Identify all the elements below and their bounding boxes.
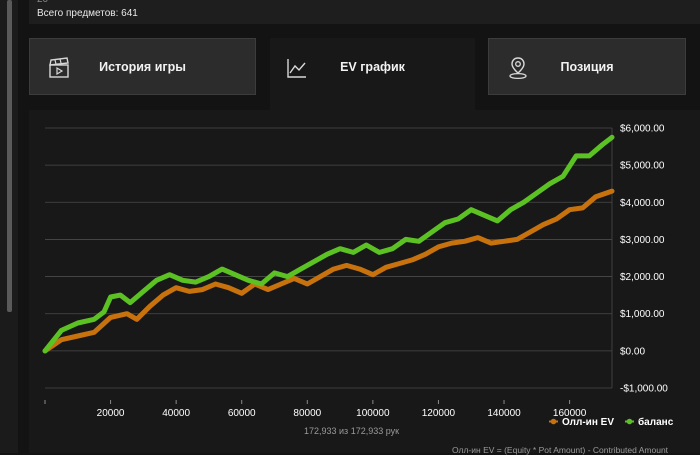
x-tick-label: 20000: [97, 408, 125, 419]
y-tick-label: -$1,000.00: [620, 384, 668, 395]
grid-lines: [45, 127, 613, 389]
ev-chart-panel: -$1,000.00 $0.00 $1,000.00 $2,000.00 $3,000.…: [29, 110, 700, 453]
cut-cell: 20: [37, 0, 48, 5]
x-tick-label: 100000: [356, 408, 390, 419]
line-chart-icon: [287, 59, 306, 78]
clapperboard-icon: [49, 57, 69, 78]
x-tick-label: 160000: [553, 408, 587, 419]
table-row-cut: 20: [29, 0, 700, 24]
legend-marker: [626, 418, 633, 425]
tab-label: История игры: [99, 59, 186, 74]
legend: Олл-ин EV баланс: [549, 416, 674, 428]
legend-label[interactable]: баланс: [638, 416, 674, 428]
tab-game-history[interactable]: История игры: [29, 38, 256, 95]
y-tick-label: $0.00: [620, 346, 645, 357]
tab-label: Позиция: [560, 59, 614, 74]
legend-marker: [550, 418, 557, 425]
tab-ev-chart[interactable]: EV график: [270, 38, 475, 110]
x-tick-label: 40000: [162, 408, 190, 419]
series-lines: [42, 134, 615, 354]
x-tick-label: 120000: [422, 408, 456, 419]
items-count: Всего предметов: 641: [37, 8, 138, 19]
location-pin-icon: [509, 57, 527, 80]
series-line-1: [42, 134, 615, 354]
x-tick-label: 80000: [293, 408, 321, 419]
y-tick-label: $3,000.00: [620, 235, 665, 246]
x-axis-ticks: 20000 40000 60000 80000 100000 120000 140000 16…: [44, 400, 587, 419]
y-tick-label: $4,000.00: [620, 198, 665, 209]
y-tick-label: $5,000.00: [620, 161, 665, 172]
page-scrollbar-thumb[interactable]: [7, 0, 12, 312]
x-tick-label: 140000: [487, 408, 521, 419]
tab-position[interactable]: Позиция: [488, 38, 686, 95]
ev-chart: -$1,000.00 $0.00 $1,000.00 $2,000.00 $3,000.…: [42, 124, 674, 428]
formula-note: Олл-ин EV = (Equity * Pot Amount) - Cont…: [452, 445, 669, 455]
tab-label: EV график: [340, 60, 405, 74]
x-tick-label: 60000: [228, 408, 256, 419]
y-tick-label: $2,000.00: [620, 272, 665, 283]
legend-label[interactable]: Олл-ин EV: [562, 417, 614, 428]
page-scrollbar[interactable]: [0, 0, 18, 453]
y-tick-label: $6,000.00: [620, 124, 665, 135]
series-line-0: [42, 188, 615, 354]
y-tick-label: $1,000.00: [620, 309, 665, 320]
hands-shown-label: 172,933 из 172,933 рук: [304, 426, 400, 436]
y-axis-ticks: -$1,000.00 $0.00 $1,000.00 $2,000.00 $3,000.…: [620, 124, 668, 395]
